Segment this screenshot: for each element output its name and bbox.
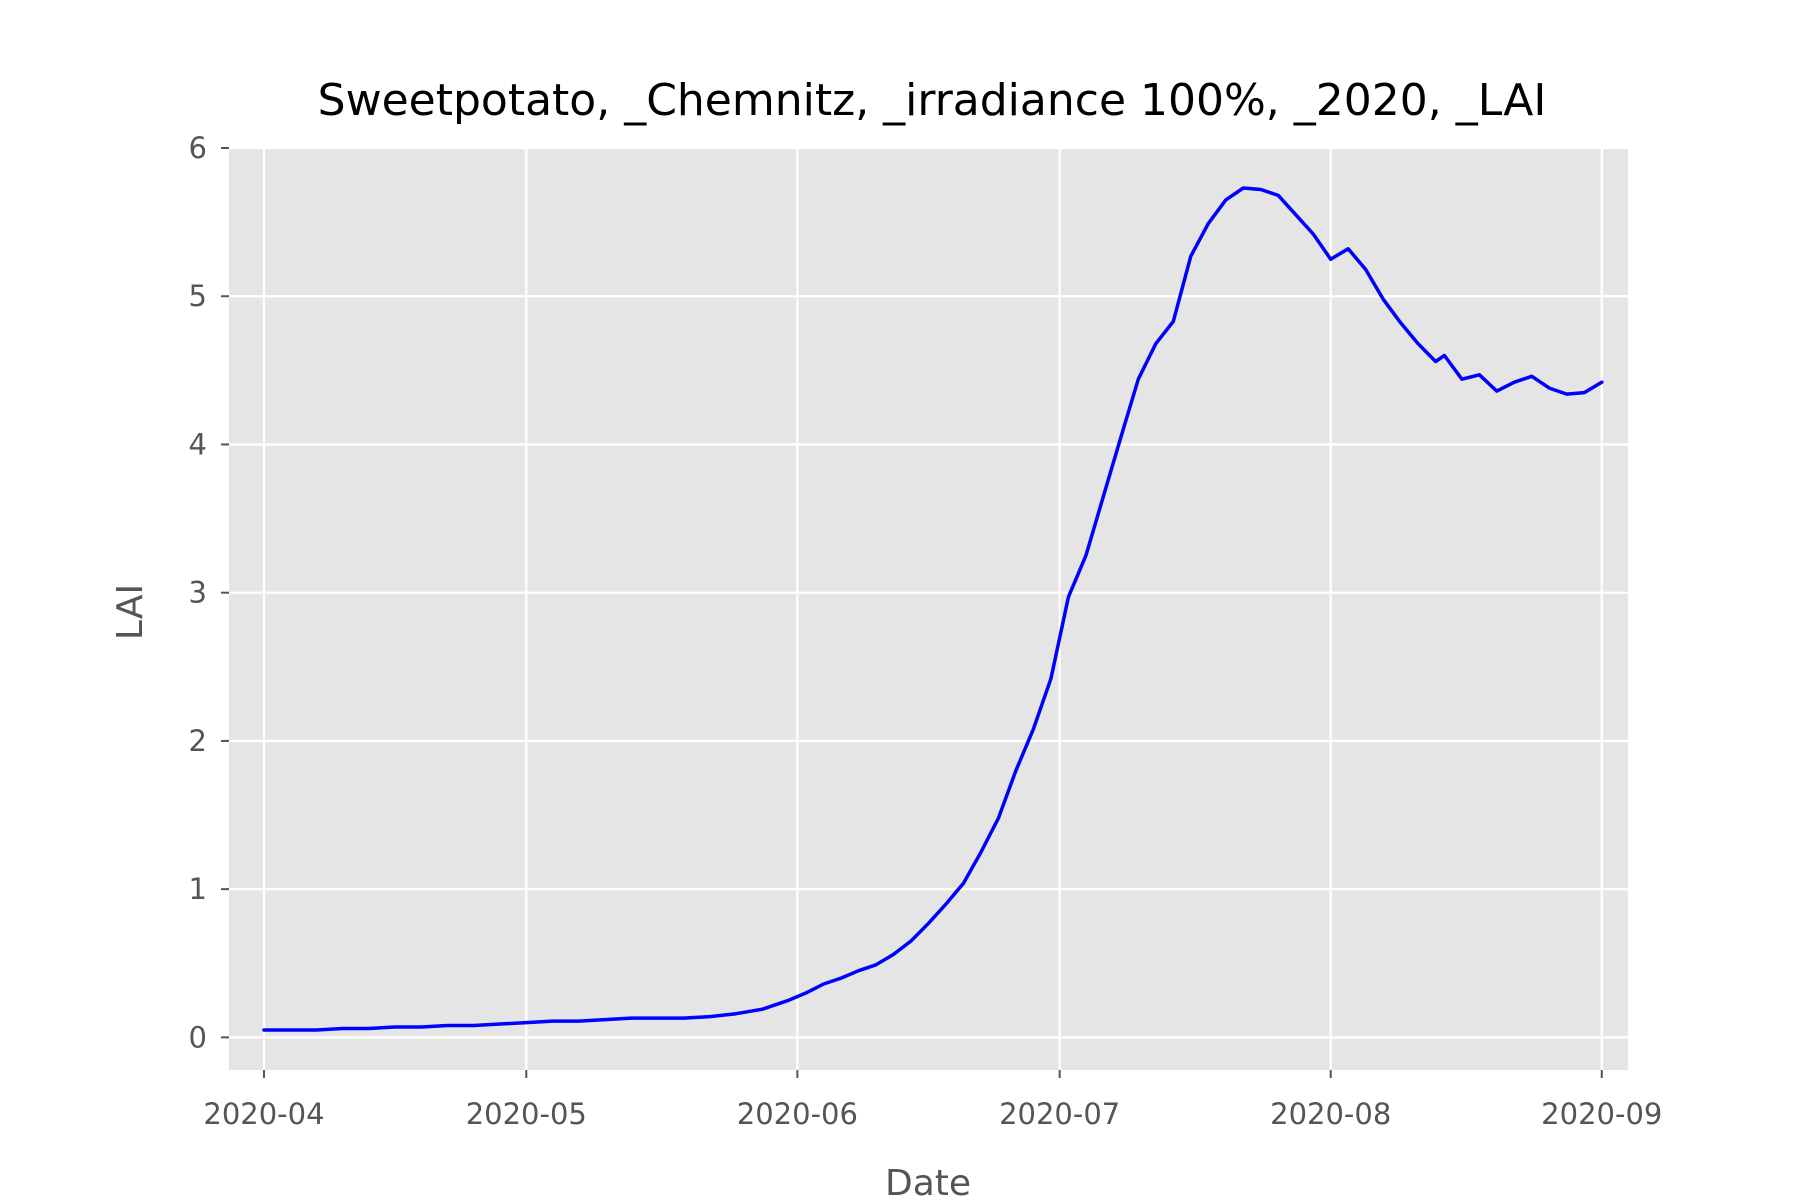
x-tick-label: 2020-06 xyxy=(737,1097,858,1131)
y-tick-label: 2 xyxy=(189,724,207,758)
chart-title: Sweetpotato, _Chemnitz, _irradiance 100%… xyxy=(318,75,1547,126)
y-axis: 0 1 2 3 4 5 6 xyxy=(189,131,229,1054)
y-tick-label: 1 xyxy=(189,872,207,906)
x-axis: 2020-04 2020-05 2020-06 2020-07 2020-08 2020-… xyxy=(203,1070,1662,1131)
grid-lines xyxy=(229,146,1628,1070)
y-axis-label: LAI xyxy=(110,584,151,640)
x-tick-label: 2020-07 xyxy=(999,1097,1120,1131)
y-tick-label: 6 xyxy=(189,131,207,165)
x-tick-label: 2020-08 xyxy=(1270,1097,1391,1131)
y-tick-label: 3 xyxy=(189,576,207,610)
x-tick-label: 2020-05 xyxy=(466,1097,587,1131)
lai-series-line xyxy=(262,186,1604,1032)
y-tick-label: 5 xyxy=(189,279,207,313)
plot-area xyxy=(229,148,1628,1070)
x-tick-label: 2020-09 xyxy=(1541,1097,1662,1131)
series-group xyxy=(262,186,1604,1032)
x-axis-label: Date xyxy=(885,1163,971,1200)
x-tick-label: 2020-04 xyxy=(203,1097,324,1131)
y-tick-label: 0 xyxy=(189,1020,207,1054)
y-tick-label: 4 xyxy=(189,427,207,461)
